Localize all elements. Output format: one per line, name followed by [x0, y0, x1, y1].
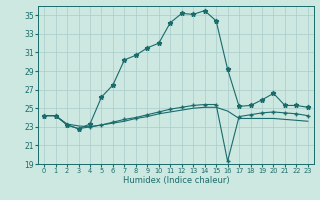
X-axis label: Humidex (Indice chaleur): Humidex (Indice chaleur) [123, 176, 229, 185]
